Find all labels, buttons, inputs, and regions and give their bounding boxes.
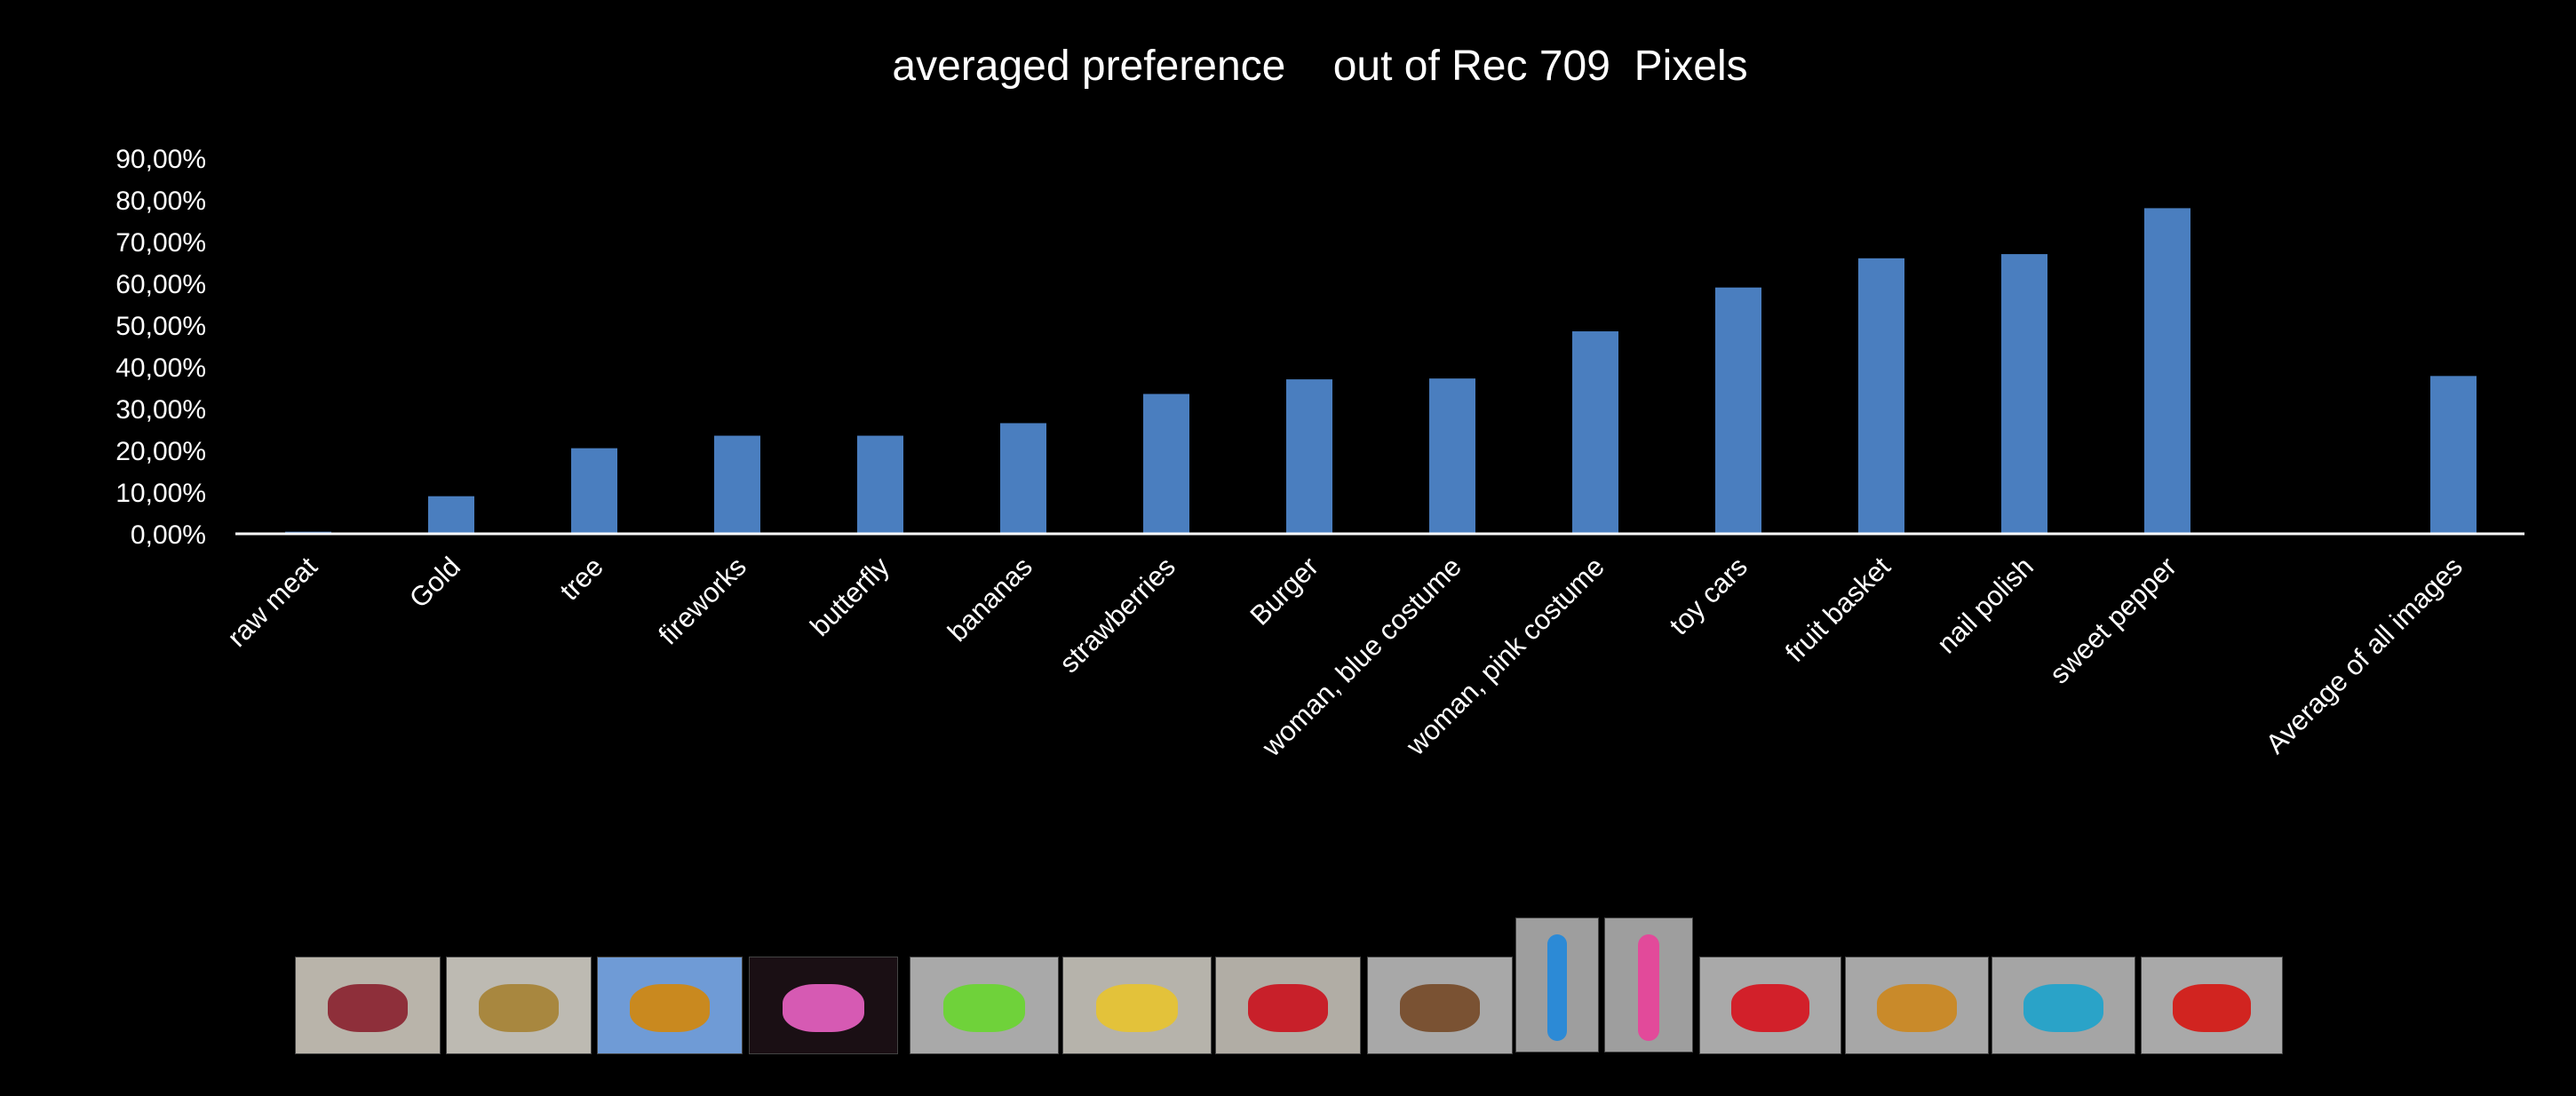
y-tick-label: 40,00%	[115, 353, 206, 383]
raw-meat-thumbnail	[295, 957, 441, 1054]
y-tick-label: 90,00%	[115, 145, 206, 174]
bars	[285, 208, 2477, 534]
nail-polish-thumbnail	[1992, 957, 2135, 1054]
bar	[2144, 208, 2190, 534]
y-tick-label: 70,00%	[115, 228, 206, 258]
chart-title: averaged preference out of Rec 709 Pixel…	[892, 43, 1747, 90]
bar	[1143, 393, 1189, 534]
y-tick-label: 10,00%	[115, 479, 206, 508]
strawberries-thumbnail	[1215, 957, 1361, 1054]
bar	[1858, 258, 1904, 534]
woman-pink-costume-thumbnail	[1604, 917, 1693, 1052]
bar	[1572, 331, 1618, 534]
gold-thumbnail	[446, 957, 592, 1054]
y-tick-label: 30,00%	[115, 395, 206, 425]
bar	[1429, 378, 1475, 534]
y-axis-ticks: 0,00% 10,00% 20,00% 30,00% 40,00% 50,00% 60,00…	[115, 145, 206, 550]
bar	[714, 435, 760, 534]
y-tick-label: 60,00%	[115, 270, 206, 299]
butterfly-thumbnail	[910, 957, 1059, 1054]
fruit-basket-thumbnail	[1845, 957, 1989, 1054]
y-tick-label: 20,00%	[115, 437, 206, 466]
tree-thumbnail	[597, 957, 743, 1054]
bar	[857, 435, 903, 534]
fireworks-thumbnail	[749, 957, 898, 1054]
bar	[1715, 287, 1761, 534]
toy-cars-thumbnail	[1699, 957, 1841, 1054]
woman-blue-costume-thumbnail	[1515, 917, 1599, 1052]
bar	[2001, 254, 2047, 534]
sweet-pepper-thumbnail	[2141, 957, 2283, 1054]
burger-thumbnail	[1367, 957, 1513, 1054]
bar	[571, 448, 617, 534]
bananas-thumbnail	[1062, 957, 1212, 1054]
bar	[1000, 423, 1046, 534]
bar	[2430, 376, 2477, 534]
y-tick-label: 50,00%	[115, 312, 206, 341]
y-tick-label: 0,00%	[131, 520, 206, 550]
y-tick-label: 80,00%	[115, 187, 206, 216]
bar	[428, 496, 474, 534]
bar	[1286, 379, 1332, 534]
